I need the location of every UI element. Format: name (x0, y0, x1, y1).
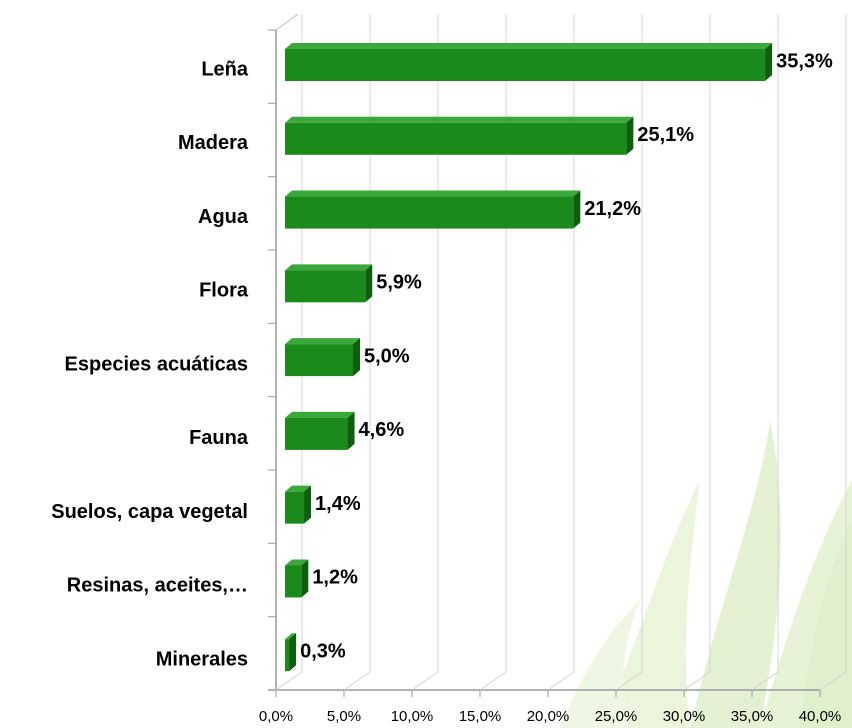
bar (285, 264, 373, 303)
x-tick-label: 10,0% (391, 708, 434, 725)
bar-face (285, 196, 574, 229)
wall-edge (275, 13, 299, 31)
bar (285, 559, 309, 598)
bar-face (285, 491, 305, 524)
category-label: Flora (199, 280, 249, 302)
grid-line (275, 671, 303, 691)
bar-face (285, 338, 360, 345)
bar (285, 411, 355, 450)
bar (285, 633, 297, 672)
bar-face (285, 633, 297, 640)
bar-face (765, 43, 773, 81)
value-label: 1,4% (315, 493, 361, 515)
grid-line (615, 671, 643, 691)
bar-face (285, 411, 355, 418)
value-label: 0,3% (300, 641, 346, 663)
bar (285, 485, 312, 524)
bar-face (285, 417, 348, 450)
x-tick-label: 20,0% (527, 708, 570, 725)
grid-line (751, 671, 779, 691)
category-label: Minerales (156, 649, 248, 671)
category-label: Leña (201, 58, 249, 80)
bar-face (285, 49, 766, 81)
category-label: Resinas, aceites,… (67, 575, 248, 597)
bar-face (301, 559, 309, 598)
grid-line (411, 671, 439, 691)
category-label: Agua (198, 206, 249, 228)
x-tick-label: 30,0% (663, 708, 706, 725)
bar (285, 190, 581, 229)
value-label: 1,2% (312, 567, 358, 589)
category-label: Fauna (189, 427, 249, 449)
x-tick-label: 0,0% (259, 708, 293, 725)
category-label: Madera (178, 132, 249, 154)
bar-face (365, 264, 373, 303)
background-grass (560, 420, 852, 728)
value-label: 21,2% (584, 198, 641, 220)
bar-face (285, 639, 290, 672)
category-label: Especies acuáticas (65, 353, 248, 375)
bar-face (353, 338, 360, 377)
bar-face (626, 116, 634, 155)
value-label: 5,0% (364, 345, 410, 367)
bar-face (289, 633, 297, 672)
x-tick-label: 15,0% (459, 708, 502, 725)
x-tick-label: 35,0% (731, 708, 774, 725)
bar-face (285, 559, 309, 566)
value-label: 4,6% (359, 419, 405, 441)
grid-line (479, 671, 507, 691)
category-label: Suelos, capa vegetal (51, 501, 248, 523)
value-label: 5,9% (376, 272, 422, 294)
x-tick-label: 40,0% (799, 708, 842, 725)
bar (285, 116, 634, 155)
value-label: 25,1% (637, 124, 694, 146)
bar-face (347, 411, 355, 450)
bar-face (285, 565, 302, 598)
x-tick-label: 25,0% (595, 708, 638, 725)
bar-face (285, 190, 581, 197)
bar-face (285, 264, 373, 271)
bar (285, 43, 773, 81)
bar-face (285, 122, 627, 155)
bar-face (285, 485, 312, 492)
grid-line (683, 671, 711, 691)
bar-face (285, 270, 366, 303)
bar-face (573, 190, 581, 229)
grid-line (343, 671, 371, 691)
bar (285, 338, 360, 377)
x-tick-label: 5,0% (327, 708, 361, 725)
bar-face (304, 485, 312, 524)
grid-line (547, 671, 575, 691)
grid-line (819, 671, 847, 691)
bar-face (285, 344, 353, 377)
bar-face (285, 116, 634, 123)
value-label: 35,3% (776, 50, 833, 72)
bar-face (285, 43, 773, 49)
